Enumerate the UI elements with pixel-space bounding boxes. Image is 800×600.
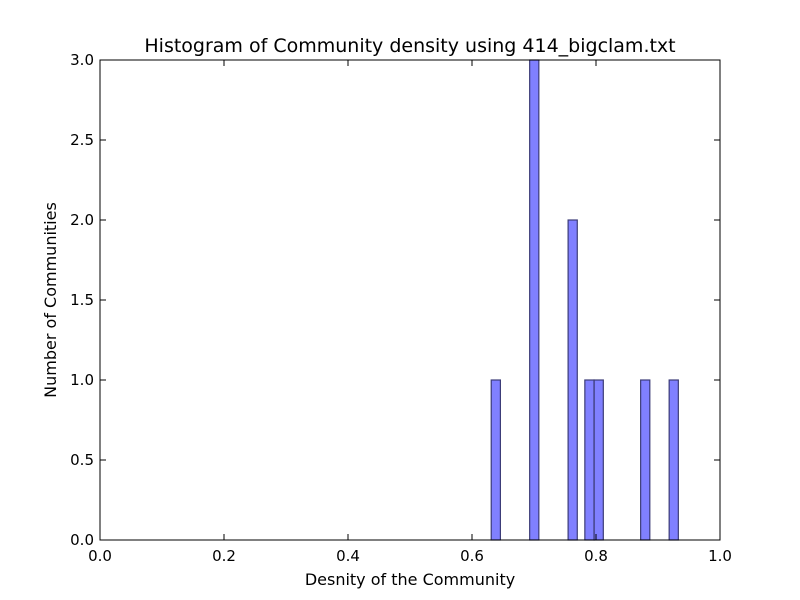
x-tick-label: 1.0 <box>708 547 732 565</box>
x-tick-label: 0.6 <box>460 547 484 565</box>
y-tick-label: 2.0 <box>70 211 94 229</box>
plot-area: 0.0 0.2 0.4 0.6 0.8 1.0 0.0 0.5 1.0 1.5 2.0 2.5 3.0 <box>70 51 732 565</box>
histogram-bar <box>668 379 679 541</box>
plot-frame <box>99 59 721 541</box>
histogram-bar <box>640 379 651 541</box>
histogram-bar <box>490 379 501 541</box>
y-tick-label: 2.5 <box>70 131 94 149</box>
histogram-bar <box>593 379 604 541</box>
chart-title: Histogram of Community density using 414… <box>144 35 675 57</box>
histogram-bar <box>584 379 595 541</box>
y-tick-label: 0.5 <box>70 451 94 469</box>
histogram-bar <box>567 219 578 541</box>
y-tick-label: 0.0 <box>70 531 94 549</box>
y-axis-label: Number of Communities <box>41 202 60 398</box>
x-tick-label: 0.8 <box>584 547 608 565</box>
y-tick-label: 1.5 <box>70 291 94 309</box>
x-tick-label: 0.2 <box>212 547 236 565</box>
y-tick-label: 3.0 <box>70 51 94 69</box>
y-tick-label: 1.0 <box>70 371 94 389</box>
histogram-bar <box>529 59 540 541</box>
x-tick-label: 0.4 <box>336 547 360 565</box>
x-axis-label: Desnity of the Community <box>305 570 515 589</box>
x-tick-label: 0.0 <box>88 547 112 565</box>
